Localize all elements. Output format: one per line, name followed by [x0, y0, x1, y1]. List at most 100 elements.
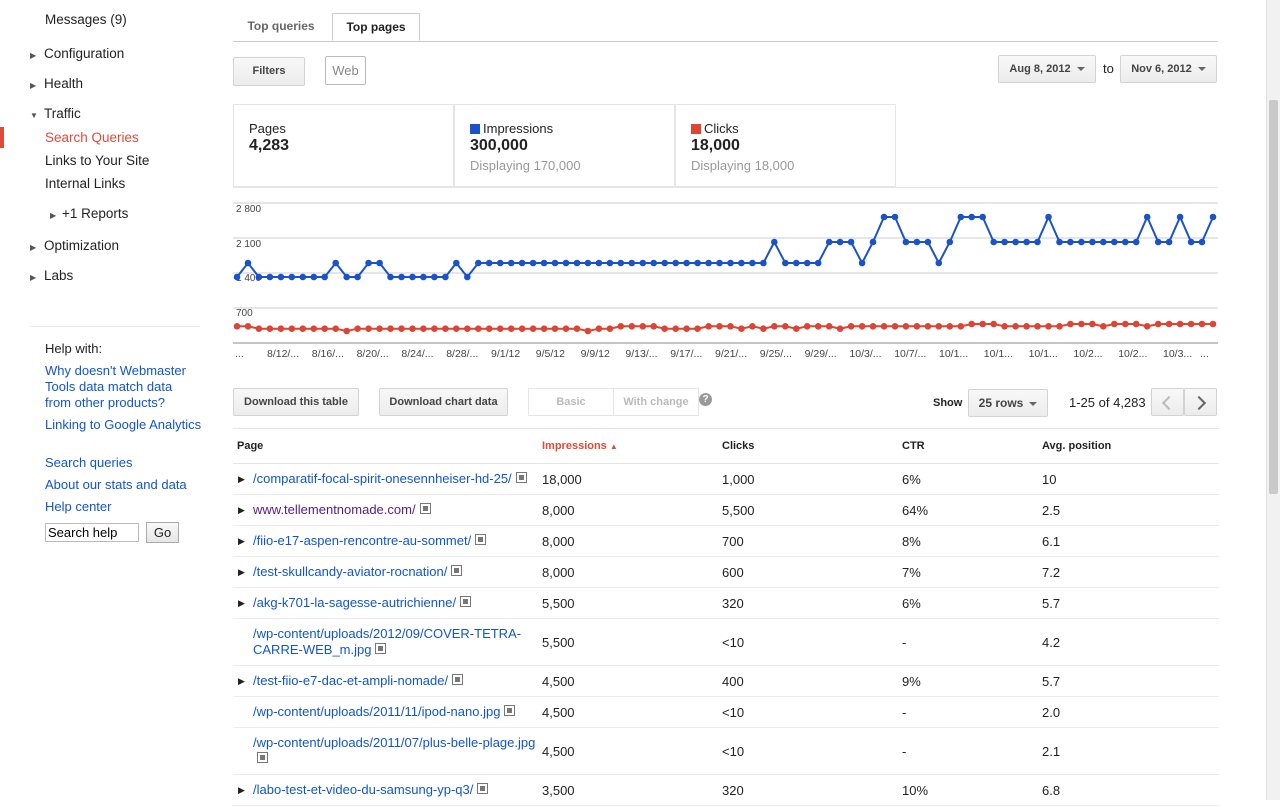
- data-point[interactable]: [661, 259, 668, 267]
- data-point[interactable]: [606, 325, 614, 332]
- data-point[interactable]: [979, 213, 986, 221]
- data-point[interactable]: [814, 323, 822, 330]
- page-link[interactable]: /akg-k701-la-sagesse-autrichienne/: [253, 595, 457, 610]
- table-row[interactable]: /wp-content/uploads/2011/11/ipod-nano.jp…: [233, 696, 1219, 728]
- data-point[interactable]: [1100, 238, 1107, 246]
- data-point[interactable]: [968, 213, 975, 221]
- table-row[interactable]: ▶ www.tellementnomade.com/ 8,000 5,500 64…: [233, 494, 1219, 526]
- with-change-view-toggle[interactable]: With change: [613, 388, 699, 416]
- data-point[interactable]: [782, 323, 789, 330]
- data-point[interactable]: [288, 325, 296, 332]
- data-point[interactable]: [354, 273, 361, 281]
- data-point[interactable]: [957, 323, 965, 330]
- page-link[interactable]: /test-fiio-e7-dac-et-ampli-nomade/: [253, 673, 449, 688]
- external-link-icon[interactable]: [475, 534, 487, 545]
- table-row[interactable]: ▶ /fiio-e17-aspen-rencontre-au-sommet/ 8,…: [233, 525, 1219, 557]
- data-point[interactable]: [1089, 238, 1096, 246]
- column-header-page[interactable]: Page: [233, 428, 538, 464]
- table-row[interactable]: ▶ /test-skullcandy-aviator-rocnation/ 8,0…: [233, 556, 1219, 588]
- data-point[interactable]: [990, 238, 997, 246]
- data-point[interactable]: [420, 273, 427, 281]
- help-link-help-center[interactable]: Help center: [45, 499, 112, 514]
- data-point[interactable]: [705, 323, 712, 330]
- data-point[interactable]: [562, 259, 570, 267]
- data-point[interactable]: [1209, 213, 1217, 221]
- data-point[interactable]: [1023, 323, 1030, 330]
- data-point[interactable]: [628, 259, 636, 267]
- data-point[interactable]: [1176, 213, 1184, 221]
- data-point[interactable]: [398, 325, 405, 332]
- data-point[interactable]: [255, 325, 263, 332]
- data-point[interactable]: [485, 259, 493, 267]
- data-point[interactable]: [321, 325, 328, 332]
- data-point[interactable]: [266, 325, 274, 332]
- data-point[interactable]: [913, 323, 921, 330]
- data-point[interactable]: [803, 323, 811, 330]
- data-point[interactable]: [1111, 320, 1118, 328]
- data-point[interactable]: [760, 259, 767, 267]
- data-point[interactable]: [1100, 323, 1107, 330]
- sidebar-item-plus1-reports[interactable]: ▶ +1 Reports: [50, 206, 128, 221]
- data-point[interactable]: [365, 259, 372, 267]
- table-row[interactable]: ▶ /comparatif-focal-spirit-onesennheiser-…: [233, 463, 1219, 495]
- data-point[interactable]: [573, 259, 581, 267]
- data-point[interactable]: [1012, 238, 1019, 246]
- data-point[interactable]: [650, 323, 657, 330]
- data-point[interactable]: [518, 325, 526, 332]
- sidebar-item-optimization[interactable]: ▶ Optimization: [30, 238, 119, 253]
- page-link[interactable]: /wp-content/uploads/2012/09/COVER-TETRA-…: [253, 626, 522, 657]
- data-point[interactable]: [1132, 320, 1140, 328]
- data-point[interactable]: [858, 259, 866, 267]
- data-point[interactable]: [1111, 238, 1118, 246]
- column-header-clicks[interactable]: Clicks: [718, 428, 898, 464]
- date-to-dropdown[interactable]: Nov 6, 2012: [1120, 55, 1217, 83]
- data-point[interactable]: [584, 327, 592, 335]
- data-point[interactable]: [1143, 213, 1151, 221]
- data-point[interactable]: [1012, 323, 1019, 330]
- data-point[interactable]: [1154, 320, 1162, 328]
- data-point[interactable]: [847, 238, 855, 246]
- web-filter-chip[interactable]: Web: [325, 56, 366, 85]
- data-point[interactable]: [1209, 320, 1217, 328]
- data-point[interactable]: [1089, 320, 1096, 328]
- data-point[interactable]: [255, 273, 263, 281]
- data-point[interactable]: [1132, 238, 1140, 246]
- rows-per-page-select[interactable]: 25 rows: [968, 389, 1048, 417]
- data-point[interactable]: [1067, 238, 1074, 246]
- page-link[interactable]: /comparatif-focal-spirit-onesennheiser-h…: [253, 471, 512, 486]
- external-link-icon[interactable]: [451, 565, 463, 576]
- data-point[interactable]: [1067, 320, 1074, 328]
- external-link-icon[interactable]: [477, 783, 489, 794]
- data-point[interactable]: [672, 325, 679, 332]
- data-point[interactable]: [935, 323, 943, 330]
- table-row[interactable]: ▶ /labo-test-et-video-du-samsung-yp-q3/ 3…: [233, 774, 1219, 806]
- data-point[interactable]: [551, 259, 559, 267]
- external-link-icon[interactable]: [504, 705, 516, 716]
- data-point[interactable]: [749, 323, 756, 330]
- external-link-icon[interactable]: [419, 503, 431, 514]
- page-link[interactable]: /test-skullcandy-aviator-rocnation/: [253, 564, 448, 579]
- next-page-button[interactable]: [1184, 388, 1217, 416]
- data-point[interactable]: [880, 323, 888, 330]
- data-point[interactable]: [869, 238, 877, 246]
- data-point[interactable]: [409, 325, 416, 332]
- data-point[interactable]: [771, 238, 778, 246]
- expand-row-icon[interactable]: ▶: [238, 598, 245, 608]
- data-point[interactable]: [683, 259, 690, 267]
- data-point[interactable]: [902, 238, 910, 246]
- data-point[interactable]: [475, 325, 482, 332]
- data-point[interactable]: [990, 320, 997, 328]
- table-row[interactable]: /wp-content/uploads/2011/07/plus-belle-p…: [233, 727, 1219, 775]
- data-point[interactable]: [1034, 238, 1041, 246]
- data-point[interactable]: [453, 259, 460, 267]
- data-point[interactable]: [1056, 323, 1063, 330]
- go-button[interactable]: Go: [146, 522, 179, 543]
- data-point[interactable]: [793, 325, 800, 332]
- data-point[interactable]: [1176, 320, 1184, 328]
- data-point[interactable]: [1023, 238, 1030, 246]
- data-point[interactable]: [825, 323, 833, 330]
- data-point[interactable]: [694, 325, 701, 332]
- data-point[interactable]: [1078, 320, 1085, 328]
- data-point[interactable]: [431, 273, 438, 281]
- data-point[interactable]: [782, 259, 789, 267]
